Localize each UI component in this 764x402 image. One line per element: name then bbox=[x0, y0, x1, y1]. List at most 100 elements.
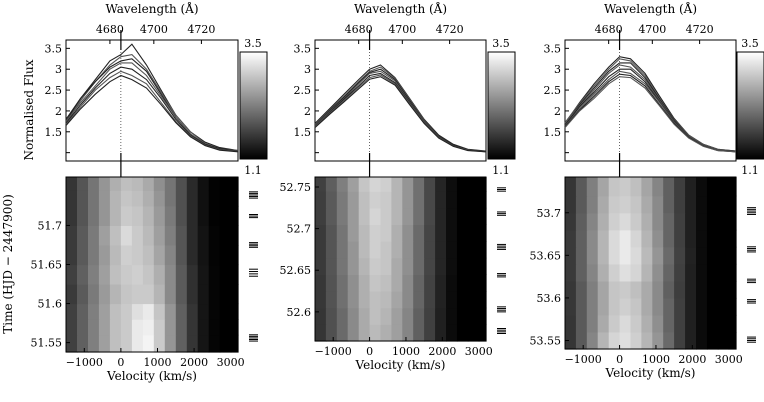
flux-tick-label: 3.5 bbox=[294, 42, 312, 55]
spectrogram-cell bbox=[630, 212, 642, 231]
spectrum-line bbox=[314, 70, 487, 152]
spectrogram-cell bbox=[652, 263, 664, 282]
spectrogram-cell bbox=[369, 191, 382, 209]
spectrogram-cell bbox=[175, 177, 188, 191]
spectrum-line bbox=[314, 76, 487, 153]
spectrogram-cell bbox=[186, 177, 199, 191]
wavelength-tick-label: 4680 bbox=[96, 23, 124, 36]
spectrogram-cell bbox=[575, 177, 588, 197]
spectrogram-cell bbox=[586, 229, 599, 248]
spectrogram-cell bbox=[728, 332, 737, 350]
spectrogram-cell bbox=[706, 314, 719, 333]
spectrogram-cell bbox=[696, 263, 708, 282]
spectrogram-cell bbox=[120, 245, 133, 266]
velocity-tick-label: 0 bbox=[616, 353, 623, 366]
spectrogram-cell bbox=[424, 224, 436, 242]
spectrogram-cell bbox=[131, 177, 144, 191]
spectrogram-cell bbox=[109, 205, 122, 226]
spectrogram-cell bbox=[164, 264, 177, 285]
spectrogram-cell bbox=[575, 195, 588, 214]
spectrogram-cell bbox=[219, 177, 232, 191]
spectrogram-cell bbox=[717, 297, 730, 316]
spectrogram-cell bbox=[652, 332, 664, 350]
spectrogram-cell bbox=[325, 307, 338, 325]
spectrogram-cell bbox=[120, 177, 133, 191]
spectrogram-cell bbox=[153, 319, 166, 336]
wavelength-tick-label: 4720 bbox=[686, 23, 714, 36]
spectrogram-cell bbox=[402, 291, 414, 309]
spectrogram-cell bbox=[120, 190, 133, 207]
spectrogram-cell bbox=[608, 246, 621, 265]
spectrogram-cell bbox=[197, 264, 210, 285]
velocity-tick-label: 3000 bbox=[715, 353, 743, 366]
spectrogram-cell bbox=[230, 334, 239, 353]
spectrogram-cell bbox=[153, 190, 166, 207]
spectrogram-cell bbox=[358, 291, 371, 309]
flux-tick-label: 2 bbox=[554, 105, 561, 118]
spectrogram-cell bbox=[446, 274, 458, 292]
spectrogram-cell bbox=[717, 212, 730, 231]
spectrogram-cell bbox=[315, 291, 327, 309]
spectrogram-cell bbox=[219, 264, 232, 285]
spectrogram-cell bbox=[608, 229, 621, 248]
spectrogram-cell bbox=[685, 195, 697, 214]
spectrogram-cell bbox=[197, 225, 210, 246]
spectrogram-cell bbox=[478, 177, 487, 192]
spectrogram-cell bbox=[219, 225, 232, 246]
spectrogram-cell bbox=[77, 303, 89, 320]
spectrogram-cell bbox=[347, 177, 360, 192]
colorbar-max-label: 3.5 bbox=[244, 37, 262, 50]
spectrogram-cell bbox=[347, 207, 360, 225]
spectrogram-cell bbox=[164, 303, 177, 320]
spectrogram-cell bbox=[608, 263, 621, 282]
spectrogram-cell bbox=[685, 280, 697, 299]
spectrogram-cell bbox=[641, 263, 653, 282]
spectrogram-cell bbox=[131, 319, 144, 336]
velocity-tick-label: 1000 bbox=[392, 345, 420, 358]
spectrogram-cell bbox=[402, 324, 414, 342]
spectrogram-cell bbox=[467, 291, 480, 309]
spectrogram-cell bbox=[717, 246, 730, 265]
spectrogram-cell bbox=[630, 332, 642, 350]
spectrogram-cell bbox=[109, 334, 122, 353]
spectrogram-cell bbox=[230, 245, 239, 266]
spectrogram-cell bbox=[652, 212, 664, 231]
spectrogram-cell bbox=[446, 224, 458, 242]
spectrogram-cell bbox=[175, 334, 188, 353]
spectrogram-cell bbox=[402, 241, 414, 259]
spectrogram-cell bbox=[446, 241, 458, 259]
spectrogram-cell bbox=[424, 274, 436, 292]
spectrogram-cell bbox=[478, 224, 487, 242]
spectrogram-cell bbox=[77, 225, 89, 246]
spectrogram-cell bbox=[706, 280, 719, 299]
spectrogram-cell bbox=[652, 177, 664, 197]
spectrogram-cell bbox=[369, 241, 382, 259]
spectrogram-cell bbox=[456, 257, 469, 275]
spectrogram-cell bbox=[663, 280, 675, 299]
spectrogram-cell bbox=[565, 229, 577, 248]
y-axis-title-flux: Normalised Flux bbox=[22, 59, 36, 160]
spectrogram-cell bbox=[630, 280, 642, 299]
spectrogram-cell bbox=[728, 246, 737, 265]
wavelength-tick-label: 4700 bbox=[140, 23, 168, 36]
spectrogram-cell bbox=[467, 177, 480, 192]
spectrogram-cell bbox=[153, 303, 166, 320]
spectrogram-cell bbox=[685, 314, 697, 333]
velocity-tick-label: 1000 bbox=[642, 353, 670, 366]
spectrogram-cell bbox=[565, 280, 577, 299]
spectrogram-cell bbox=[109, 225, 122, 246]
spectrogram-cell bbox=[565, 314, 577, 333]
time-tick-label: 52.65 bbox=[280, 264, 312, 277]
spectrogram-cell bbox=[358, 224, 371, 242]
spectrogram-cell bbox=[347, 274, 360, 292]
spectrogram-cell bbox=[120, 303, 133, 320]
spectrogram-cell bbox=[565, 297, 577, 316]
spectrogram-cell bbox=[142, 245, 155, 266]
spectrogram-cell bbox=[728, 297, 737, 316]
spectrogram-cell bbox=[663, 332, 675, 350]
spectrogram-cell bbox=[164, 225, 177, 246]
spectrogram-cell bbox=[586, 332, 599, 350]
spectrogram-cell bbox=[424, 291, 436, 309]
spectrogram-cell bbox=[696, 246, 708, 265]
spectrogram-cell bbox=[186, 284, 199, 305]
